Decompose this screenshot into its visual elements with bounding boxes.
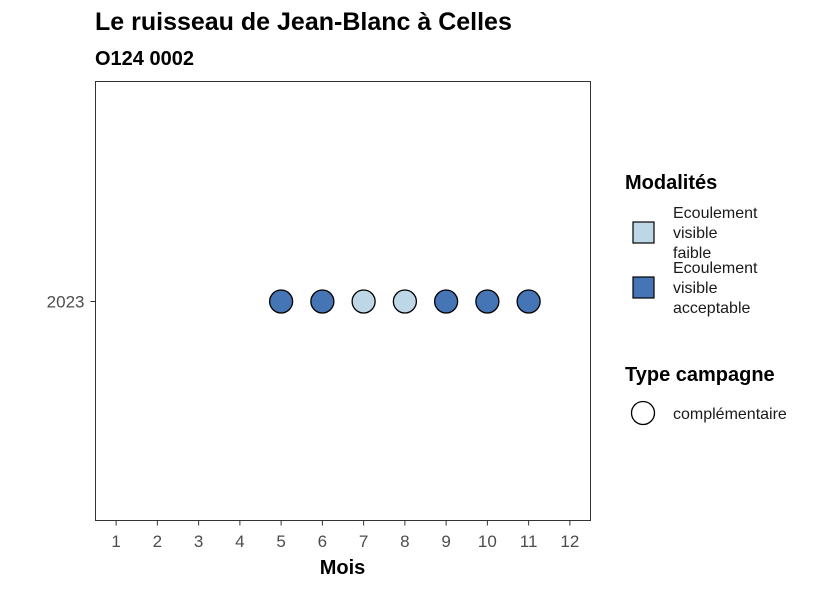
legend-key-square [632, 276, 655, 299]
data-point [268, 289, 294, 314]
x-axis-label: Mois [320, 557, 366, 579]
x-tick-label: 5 [276, 532, 285, 551]
data-point [310, 289, 335, 314]
legend-item-label: Ecoulement visible acceptable [673, 260, 758, 317]
legend: Modalités Ecoulement visible faibleEcoulem… [625, 172, 787, 426]
x-axis: 1 2 3 4 5 6 7 8 9 10 11 12 [111, 520, 579, 551]
x-tick-label: 10 [478, 532, 497, 551]
legend-title-type-campagne: Type campagne [625, 364, 775, 386]
chart-subtitle: O124 0002 [95, 48, 194, 70]
data-point [516, 289, 541, 314]
x-tick-label: 4 [235, 532, 244, 551]
chart-title: Le ruisseau de Jean-Blanc à Celles [95, 8, 512, 36]
data-point [351, 289, 376, 314]
data-points [268, 289, 541, 314]
x-tick-label: 7 [359, 532, 368, 551]
x-tick-label: 2 [153, 532, 162, 551]
y-tick-label: 2023 [47, 293, 85, 312]
legend-item-label: Ecoulement visible faible [673, 205, 758, 262]
x-tick-label: 8 [400, 532, 409, 551]
y-axis: 2023 [47, 293, 96, 312]
x-tick-label: 12 [560, 532, 579, 551]
legend-item-label: complémentaire [673, 406, 787, 423]
legend-title-modalites: Modalités [625, 172, 717, 194]
data-point [433, 289, 459, 314]
x-tick-label: 6 [318, 532, 327, 551]
legend-key-square [632, 221, 655, 244]
plot-panel [95, 81, 591, 521]
legend-shape-items: complémentaire [630, 400, 787, 426]
x-tick-label: 11 [520, 532, 538, 551]
data-point [475, 289, 500, 314]
data-point [392, 289, 418, 314]
x-tick-label: 1 [111, 532, 120, 551]
x-tick-label: 9 [441, 532, 450, 551]
legend-key-circle [630, 400, 656, 426]
x-tick-label: 3 [194, 532, 203, 551]
